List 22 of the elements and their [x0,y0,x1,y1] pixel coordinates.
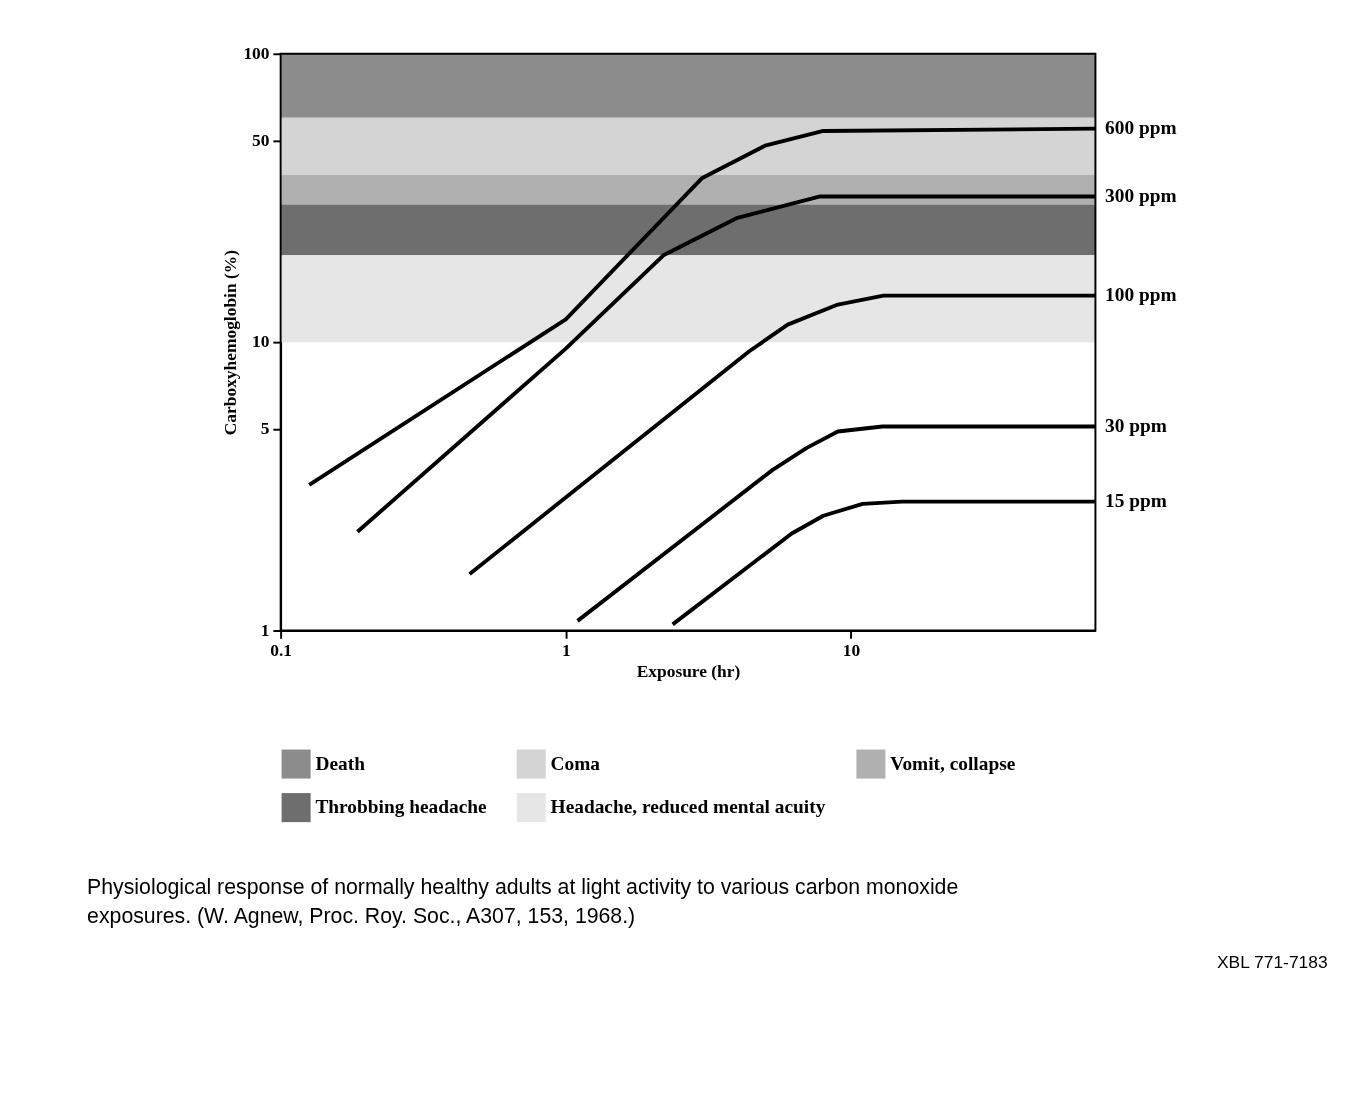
legend-label: Vomit, collapse [890,752,1016,774]
legend-label: Death [315,752,366,774]
legend-label: Headache, reduced mental acuity [550,796,826,818]
series-label: 15 ppm [1105,490,1167,512]
y-tick-label: 1 [260,619,270,640]
series-label: 600 ppm [1105,117,1177,139]
legend-label: Coma [550,752,601,774]
x-tick-label: 1 [561,640,571,661]
y-tick-label: 50 [252,129,270,150]
series-label: 30 ppm [1105,415,1167,437]
y-tick-label: 5 [260,418,270,439]
x-tick-label: 10 [842,640,861,661]
text: XBL 771-7183 [1216,952,1328,973]
y-tick-label: 100 [243,43,270,64]
y-axis-title: Carboxyhemoglobin (%) [219,249,240,436]
text: Physiological response of normally healthy adults at light activity to various carbon monoxide exposures. (W. Agnew, Proc. Roy. Soc., A307, 153, 1968.) [87,874,959,928]
series-label: 300 ppm [1105,185,1177,207]
x-axis-title: Exposure (hr) [636,661,741,682]
y-tick-label: 10 [252,331,270,352]
x-tick-label: 0.1 [270,640,292,661]
legend-label: Throbbing headache [315,796,487,818]
series-label: 100 ppm [1105,284,1177,306]
